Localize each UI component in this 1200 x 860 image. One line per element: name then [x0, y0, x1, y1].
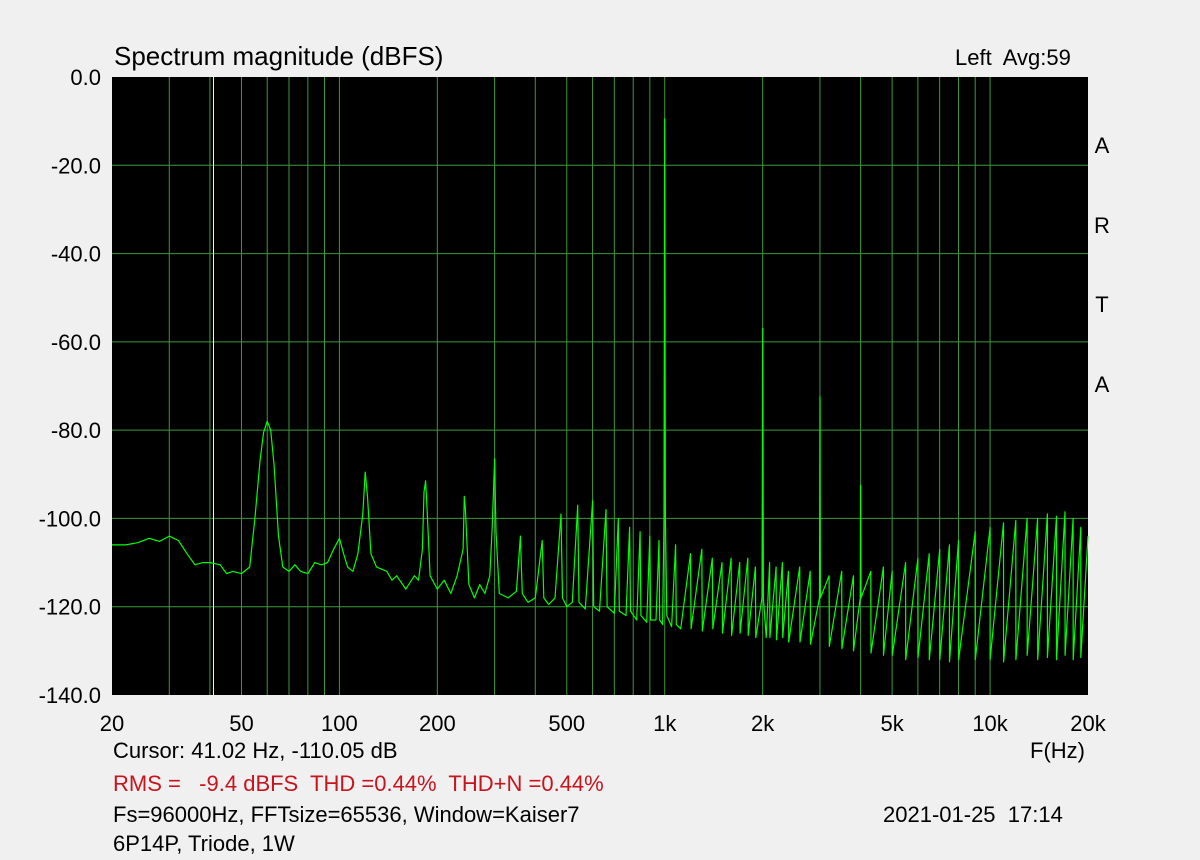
- x-tick-label: 20k: [1070, 711, 1106, 736]
- chart-title: Spectrum magnitude (dBFS): [114, 41, 444, 71]
- x-tick-label: 10k: [972, 711, 1008, 736]
- brand-letter: T: [1095, 292, 1109, 317]
- x-tick-label: 20: [100, 711, 124, 736]
- x-tick-label: 200: [419, 711, 456, 736]
- x-axis-unit-label: F(Hz): [1030, 738, 1085, 763]
- channel-average-label: Left Avg:59: [955, 45, 1071, 70]
- brand-letter: R: [1094, 212, 1110, 238]
- y-tick-label: -60.0: [51, 330, 101, 355]
- y-tick-label: -40.0: [51, 242, 101, 267]
- brand-vertical-label: A R T A: [1093, 80, 1111, 425]
- y-axis-tick-labels: 0.0 -20.0 -40.0 -60.0 -80.0 -100.0 -120.0 -140.…: [39, 65, 101, 708]
- fft-settings-info: Fs=96000Hz, FFTsize=65536, Window=Kaiser…: [113, 802, 580, 827]
- cursor-readout: Cursor: 41.02 Hz, -110.05 dB: [113, 738, 398, 763]
- x-tick-label: 500: [548, 711, 585, 736]
- y-tick-label: -100.0: [39, 506, 101, 531]
- spectrum-trace: [112, 118, 1089, 663]
- x-tick-label: 1k: [653, 711, 677, 736]
- y-tick-label: 0.0: [70, 65, 101, 90]
- x-tick-label: 5k: [881, 711, 905, 736]
- y-tick-label: -20.0: [51, 153, 101, 178]
- spectrum-line: [112, 118, 1089, 663]
- y-tick-label: -140.0: [39, 683, 101, 708]
- distortion-stats: RMS = -9.4 dBFS THD =0.44% THD+N =0.44%: [113, 771, 604, 796]
- x-tick-label: 100: [321, 711, 358, 736]
- x-tick-label: 50: [229, 711, 253, 736]
- y-tick-label: -80.0: [51, 418, 101, 443]
- measurement-datetime: 2021-01-25 17:14: [883, 802, 1063, 827]
- device-under-test-label: 6P14P, Triode, 1W: [113, 831, 295, 856]
- y-tick-label: -120.0: [39, 595, 101, 620]
- x-axis-tick-labels: 20 50 100 200 500 1k 2k 5k 10k 20k: [100, 711, 1107, 736]
- brand-letter: A: [1094, 371, 1110, 397]
- x-tick-label: 2k: [751, 711, 775, 736]
- brand-letter: A: [1094, 133, 1110, 158]
